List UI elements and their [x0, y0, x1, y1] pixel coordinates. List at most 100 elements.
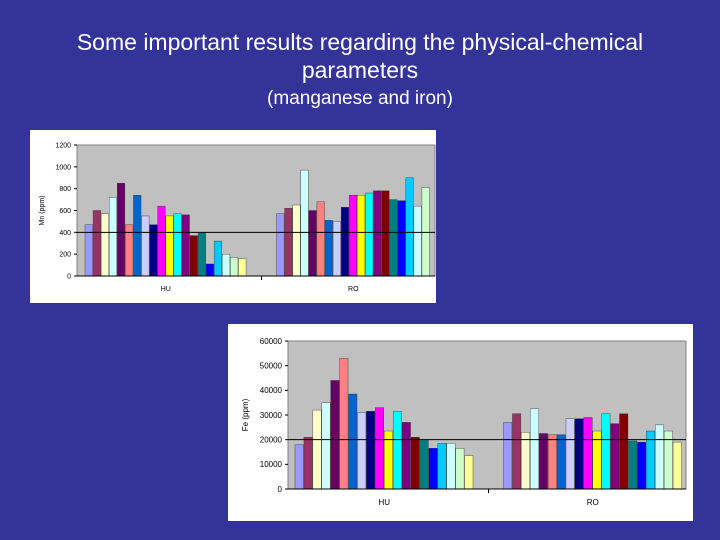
fe-bar-chart: 0 10000 20000 30000 40000 50000 60000 Fe (ppm) H… [241, 337, 687, 507]
fe-bar [521, 432, 530, 490]
mn-bar [300, 169, 309, 277]
mn-bar [421, 187, 430, 277]
mn-bar [292, 204, 301, 277]
fe-y-tick-label: 10000 [260, 460, 283, 469]
mn-x-category-label: HU [161, 286, 171, 293]
fe-chart-panel: 0 10000 20000 30000 40000 50000 60000 Fe (ppm) H… [228, 324, 693, 521]
fe-bar [530, 408, 539, 490]
fe-bar [464, 455, 474, 490]
mn-bar [276, 213, 285, 277]
mn-bar [100, 213, 109, 277]
mn-bar [181, 214, 190, 277]
mn-bar [109, 197, 118, 277]
mn-bar [92, 210, 101, 277]
mn-bar [117, 183, 126, 277]
mn-bar [365, 192, 374, 277]
slide-subtitle: (manganese and iron) [267, 88, 453, 109]
fe-y-axis-label: Fe (ppm) [241, 398, 250, 431]
mn-bar [397, 200, 406, 277]
mn-bar [413, 205, 422, 277]
mn-chart-panel: 0 200 400 600 800 1000 1200 Mn (ppm) HU RO [30, 130, 436, 303]
mn-bar [316, 201, 325, 277]
fe-bar [410, 436, 420, 490]
fe-bar [672, 441, 682, 490]
fe-bar [339, 358, 349, 490]
fe-y-tick-label: 50000 [260, 361, 283, 370]
fe-bar [655, 424, 664, 490]
fe-bar [565, 418, 575, 490]
mn-y-axis-label: Mn (ppm) [39, 196, 46, 226]
fe-x-category-label: HU [378, 498, 390, 507]
mn-bar [173, 213, 182, 277]
mn-bar [230, 257, 239, 277]
mn-bar [165, 215, 174, 277]
mn-x-category-label: RO [348, 286, 359, 293]
fe-y-tick-label: 60000 [260, 337, 283, 346]
fe-bar [401, 422, 411, 490]
mn-bar [133, 195, 142, 277]
fe-y-tick-label: 30000 [260, 411, 283, 420]
slide-title-line-2: parameters [301, 57, 419, 83]
mn-bar [349, 195, 358, 277]
fe-bar [428, 448, 438, 490]
mn-bar [157, 205, 166, 277]
fe-bar [419, 439, 429, 490]
fe-bar [503, 422, 513, 490]
mn-bar [381, 190, 390, 277]
mn-bar [222, 253, 231, 277]
mn-y-tick-label: 600 [59, 208, 71, 215]
mn-y-tick-label: 1200 [55, 142, 71, 149]
mn-bar [340, 207, 349, 277]
mn-bar [373, 190, 382, 277]
mn-y-tick-label: 200 [59, 252, 71, 259]
mn-bar [284, 208, 293, 277]
fe-bar [583, 417, 593, 490]
fe-bar [619, 413, 629, 490]
mn-bar [308, 210, 317, 277]
fe-bar [446, 443, 456, 490]
mn-bar [332, 221, 341, 277]
mn-y-tick-label: 400 [59, 230, 71, 237]
slide-title-line-1: Some important results regarding the phy… [76, 29, 644, 55]
fe-x-category-label: RO [587, 498, 599, 507]
mn-bar [324, 220, 333, 277]
fe-bar [392, 411, 402, 490]
fe-y-tick-label: 0 [278, 485, 283, 494]
mn-bar [205, 263, 214, 277]
fe-bar [294, 444, 304, 490]
fe-bar [437, 443, 447, 490]
fe-bar [312, 409, 322, 490]
mn-bar [357, 195, 366, 277]
fe-bar [375, 407, 384, 490]
fe-bar [303, 436, 313, 490]
mn-bar [141, 215, 150, 277]
mn-y-tick-label: 800 [59, 186, 71, 193]
mn-bar-chart: 0 200 400 600 800 1000 1200 Mn (ppm) HU RO [39, 142, 436, 293]
fe-y-tick-label: 40000 [260, 386, 283, 395]
fe-bar [601, 413, 611, 490]
mn-bar [389, 199, 398, 277]
fe-bar [637, 441, 647, 490]
fe-bar [366, 411, 376, 490]
fe-bar [512, 413, 522, 490]
mn-y-tick-label: 0 [67, 273, 71, 280]
fe-bar [357, 412, 367, 490]
slide-title: Some important results regarding the phy… [0, 28, 720, 84]
fe-bar [330, 380, 340, 490]
fe-y-tick-label: 20000 [260, 435, 283, 444]
fe-bar [348, 393, 358, 490]
fe-bar [628, 440, 638, 490]
fe-bar [455, 448, 465, 490]
fe-bar [547, 434, 557, 490]
mn-y-tick-label: 1000 [55, 164, 71, 171]
mn-bar [197, 232, 206, 277]
fe-bar [539, 433, 548, 490]
fe-bar [610, 423, 620, 490]
mn-bar [189, 235, 198, 277]
mn-bar [405, 177, 414, 277]
mn-bar [238, 258, 247, 277]
fe-bar [556, 434, 566, 490]
mn-bar [214, 240, 223, 277]
fe-bar [574, 418, 584, 490]
fe-bar [321, 402, 331, 490]
